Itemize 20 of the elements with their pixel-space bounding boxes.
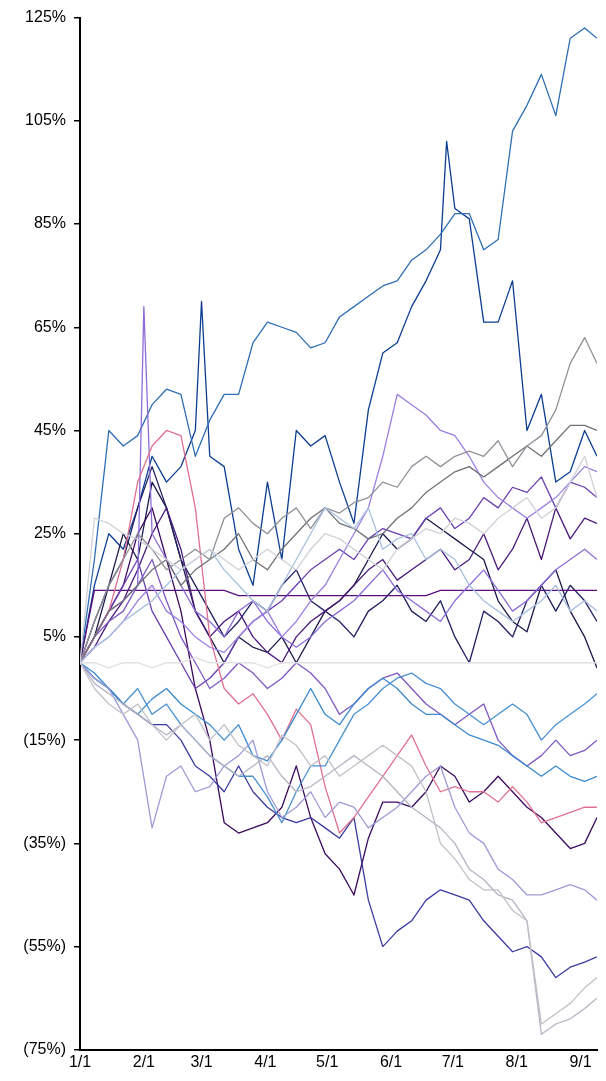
x-tick-label: 9/1 — [569, 1052, 592, 1070]
x-tick-label: 4/1 — [254, 1052, 277, 1070]
x-tick-label: 8/1 — [505, 1052, 528, 1070]
y-tick-label: 85% — [33, 214, 66, 232]
y-tick-label: (55%) — [23, 936, 66, 954]
x-tick-label: 1/1 — [68, 1052, 92, 1070]
x-tick-label: 5/1 — [316, 1052, 339, 1070]
x-tick-label: 3/1 — [190, 1052, 213, 1070]
y-tick-label: 25% — [33, 524, 66, 542]
y-tick-label: 45% — [33, 420, 66, 438]
x-tick-label: 7/1 — [441, 1052, 465, 1070]
y-tick-label: (35%) — [23, 833, 66, 851]
y-tick-label: 5% — [42, 627, 66, 645]
x-tick-label: 2/1 — [132, 1052, 156, 1070]
y-tick-label: 65% — [33, 317, 66, 335]
x-tick-label: 6/1 — [379, 1052, 403, 1070]
y-tick-label: 125% — [25, 8, 66, 26]
y-tick-label: (75%) — [23, 1040, 66, 1058]
y-tick-label: (15%) — [23, 730, 66, 748]
y-tick-label: 105% — [25, 111, 66, 129]
